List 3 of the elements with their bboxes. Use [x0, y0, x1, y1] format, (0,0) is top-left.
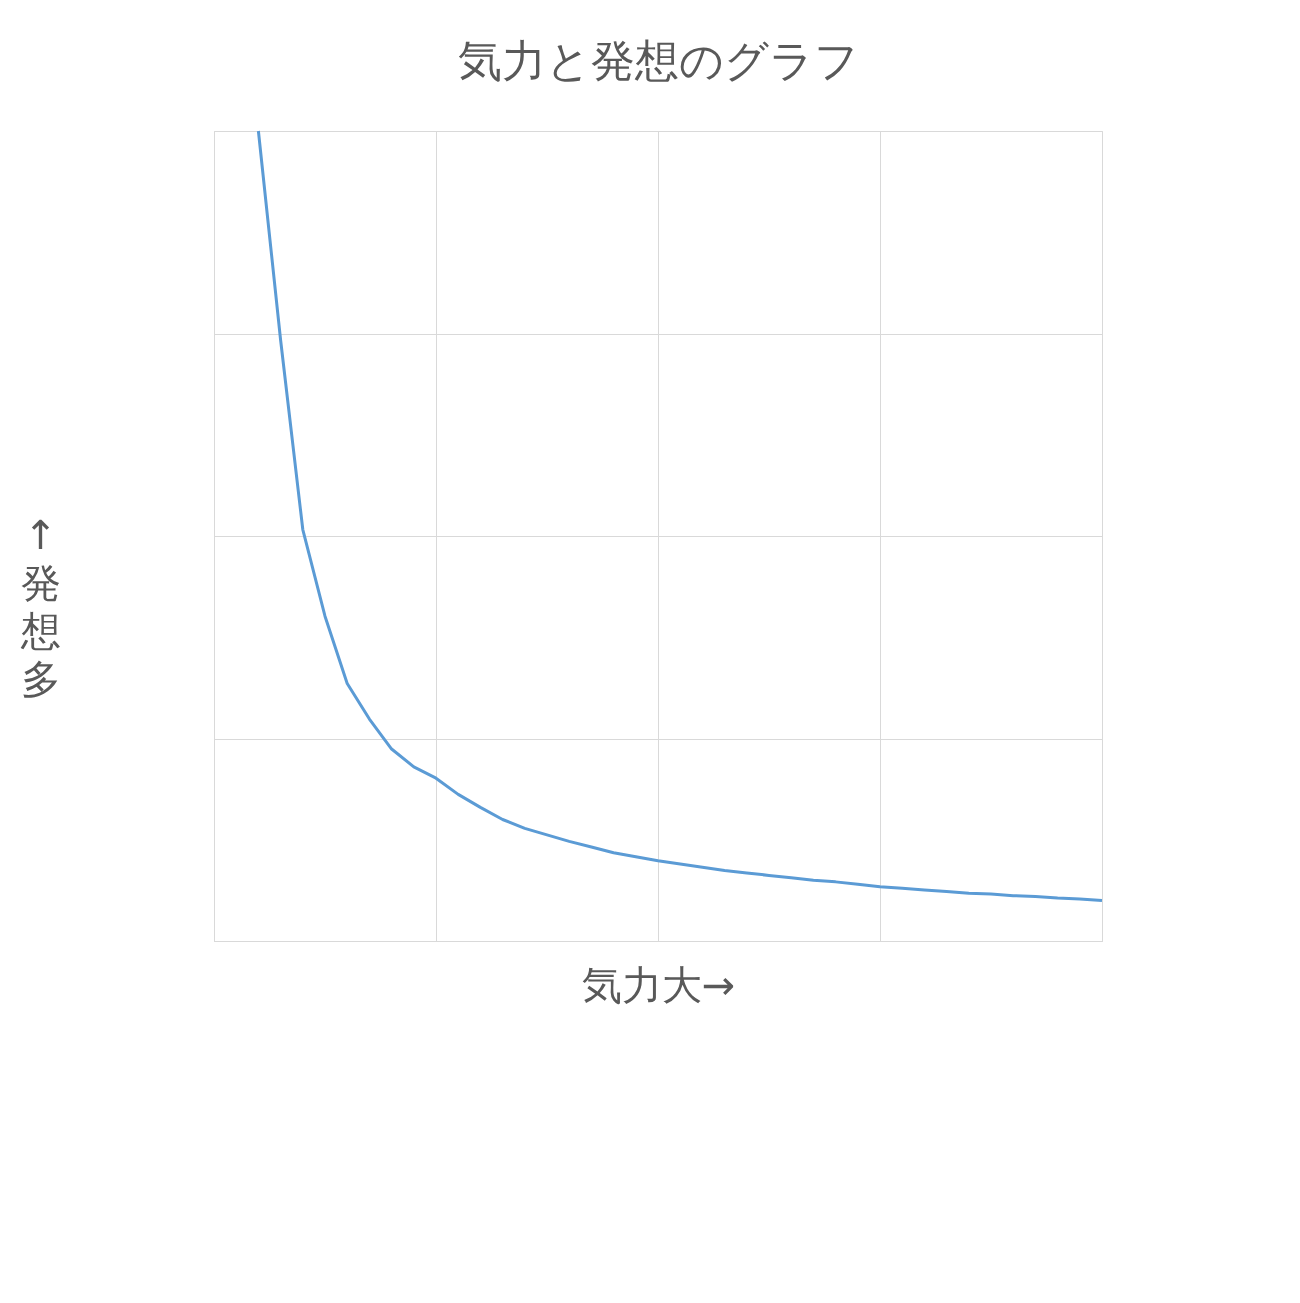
x-axis-title: 気力大→ — [581, 961, 736, 1008]
y-axis-title: ↑発想多 — [19, 511, 61, 702]
chart-title: 気力と発想のグラフ — [457, 34, 859, 86]
